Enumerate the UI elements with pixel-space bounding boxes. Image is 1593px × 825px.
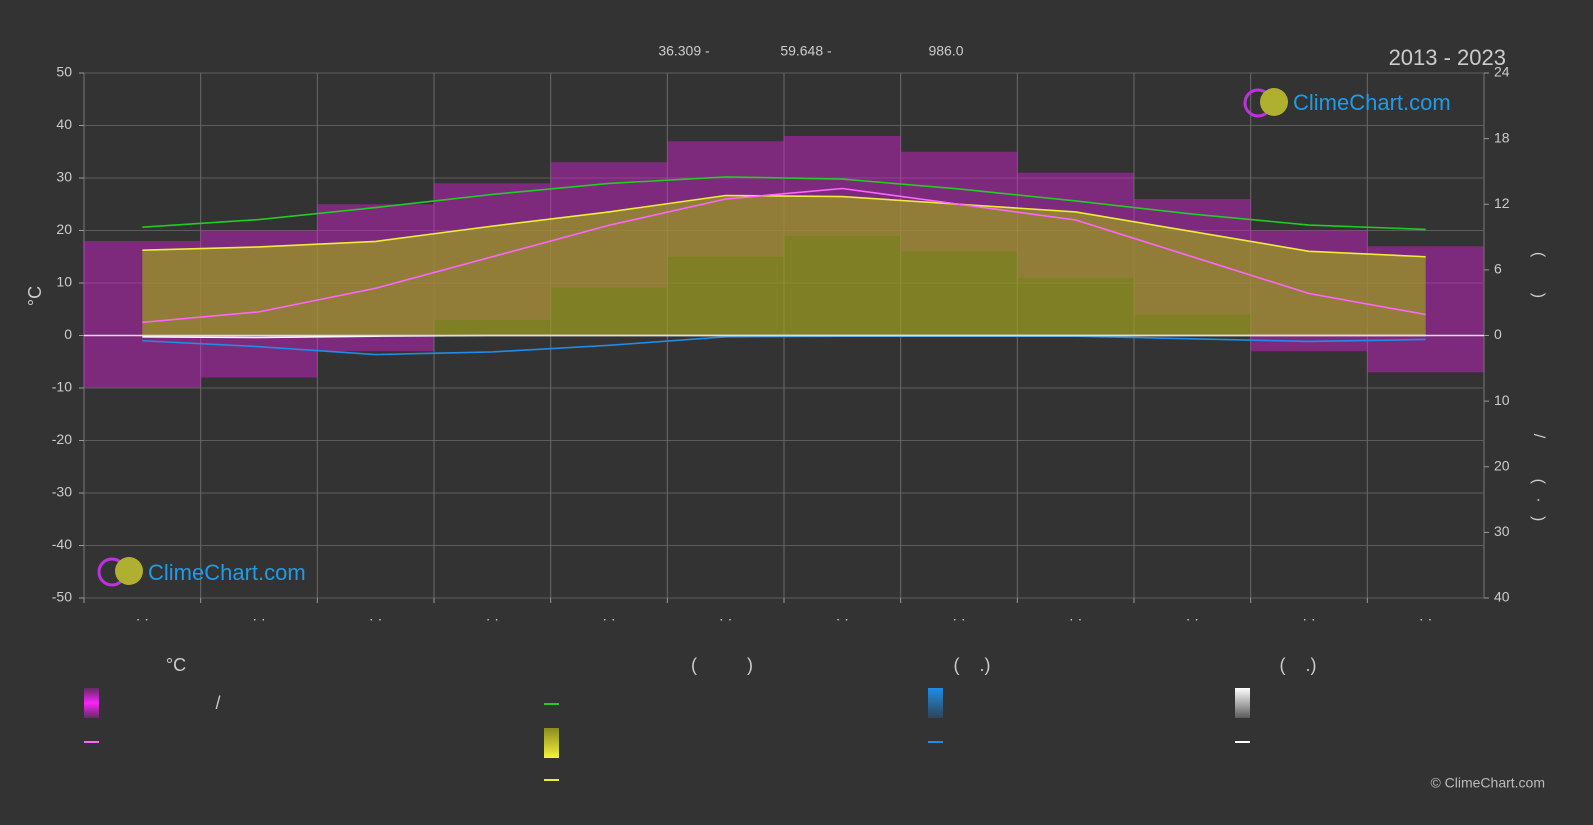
x-tick-label: · · xyxy=(1419,611,1432,627)
legend-header: ( .) xyxy=(1280,655,1317,675)
header-label: 986.0 xyxy=(928,43,963,59)
header-label: 59.648 - xyxy=(780,43,832,59)
y-tick-label: -50 xyxy=(52,589,72,605)
y-tick-label: -40 xyxy=(52,536,72,552)
y-tick-label: -20 xyxy=(52,431,72,447)
y2-tick-label: 6 xyxy=(1494,261,1502,277)
y-tick-label: 40 xyxy=(56,116,72,132)
x-tick-label: · · xyxy=(719,611,732,627)
chart-title: 2013 - 2023 xyxy=(1389,45,1506,70)
plot-area: -50 -40 -30 -20 -10 0 10 20 30 40 50 0 6 12 18 24 10 20 30… xyxy=(52,64,1510,627)
x-tick-label: · · xyxy=(369,611,382,627)
y-axis-label: °C xyxy=(25,286,45,306)
x-tick-label: · · xyxy=(252,611,265,627)
legend-header: °C xyxy=(166,655,186,675)
header-label: 36.309 - xyxy=(658,43,710,59)
y2-tick-label: 0 xyxy=(1494,326,1502,342)
y3-tick-label: 20 xyxy=(1494,457,1510,473)
logo: ClimeChart.com xyxy=(1243,88,1451,118)
y-tick-label: 0 xyxy=(64,326,72,342)
x-tick-label: · · xyxy=(1069,611,1082,627)
y2-axis-label: ( ) xyxy=(1530,252,1547,298)
y-tick-label: -30 xyxy=(52,484,72,500)
y3-tick-label: 40 xyxy=(1494,589,1510,605)
legend-swatch xyxy=(1235,688,1250,718)
x-tick-label: · · xyxy=(1186,611,1199,627)
y2-tick-label: 18 xyxy=(1494,129,1510,145)
legend-header: ( .) xyxy=(954,655,991,675)
watermark: ClimeChart.com xyxy=(1293,90,1451,115)
legend-swatch xyxy=(928,688,943,718)
y-tick-label: 10 xyxy=(56,274,72,290)
y3-axis-label: / xyxy=(1530,434,1547,439)
series-line xyxy=(142,187,1426,324)
x-tick-label: · · xyxy=(602,611,615,627)
x-tick-label: · · xyxy=(952,611,965,627)
y2-tick-label: 24 xyxy=(1494,64,1510,80)
y3-tick-label: 10 xyxy=(1494,392,1510,408)
watermark: ClimeChart.com xyxy=(148,560,306,585)
legend-swatch xyxy=(544,728,559,758)
x-tick-label: · · xyxy=(836,611,849,627)
x-tick-label: · · xyxy=(486,611,499,627)
y3-axis-label: ( · ) xyxy=(1530,479,1547,522)
y3-tick-label: 30 xyxy=(1494,523,1510,539)
y-tick-label: -10 xyxy=(52,379,72,395)
logo: ClimeChart.com xyxy=(97,557,306,587)
legend-header: ( ) xyxy=(691,655,753,675)
legend: °C ( ) ( .) ( .) / xyxy=(84,655,1317,781)
legend-text: / xyxy=(215,693,220,713)
copyright: © ClimeChart.com xyxy=(1430,775,1545,791)
y-tick-label: 30 xyxy=(56,169,72,185)
logo-sun xyxy=(115,557,143,585)
y-tick-label: 50 xyxy=(56,64,72,80)
series-line xyxy=(142,176,1426,231)
logo-sun xyxy=(1260,88,1288,116)
y2-tick-label: 12 xyxy=(1494,195,1510,211)
legend-swatch xyxy=(84,688,99,718)
series-line xyxy=(142,335,1426,356)
x-tick-label: · · xyxy=(1302,611,1315,627)
series-line xyxy=(142,194,1426,258)
y-tick-label: 20 xyxy=(56,221,72,237)
x-tick-label: · · xyxy=(136,611,149,627)
